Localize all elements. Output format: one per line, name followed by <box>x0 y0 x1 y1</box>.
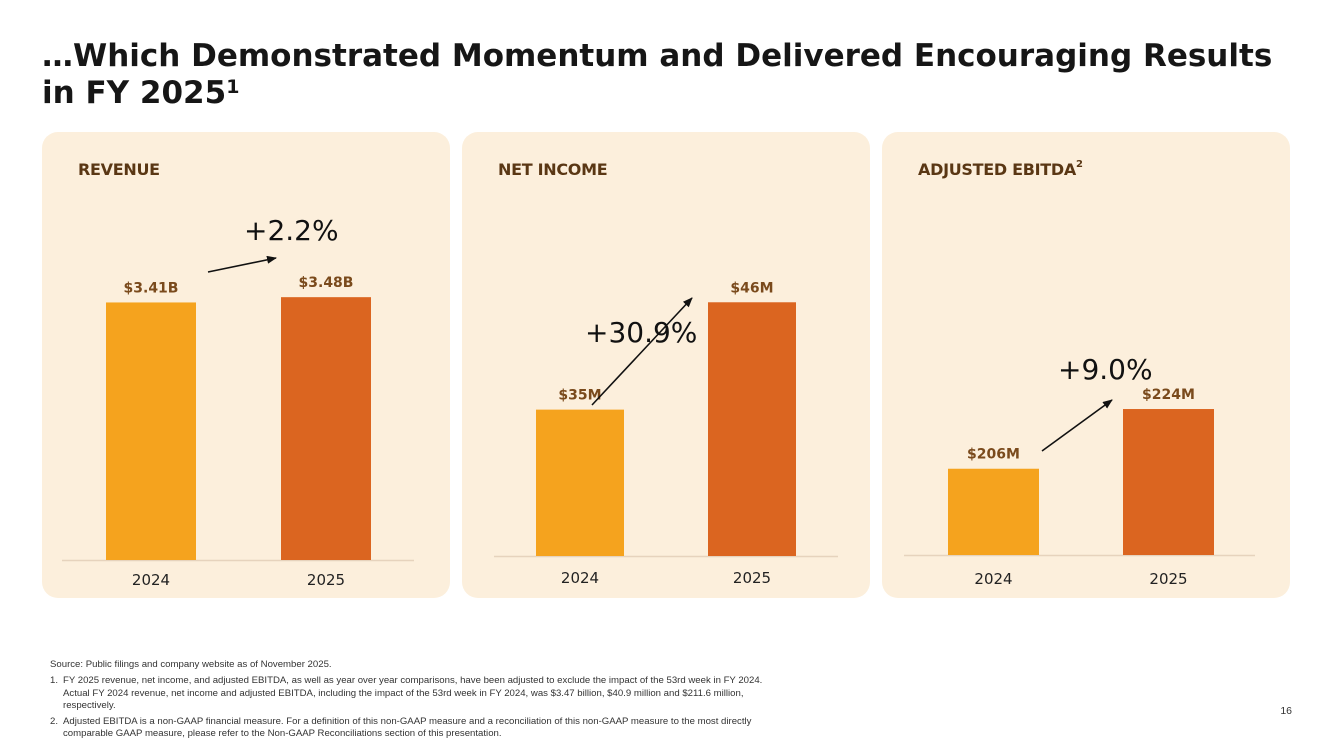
net-income-panel: NET INCOME $35M 2024 $46M 2025 +30.9% <box>462 132 870 598</box>
footnotes: Source: Public filings and company websi… <box>50 659 770 741</box>
footnote-2-number: 2. <box>50 716 59 728</box>
net-income-value-label-2024: $35M <box>558 388 601 404</box>
revenue-change-label: +2.2% <box>244 214 339 247</box>
revenue-value-label-2024: $3.41B <box>124 280 179 296</box>
adjusted-ebitda-panel-title: ADJUSTED EBITDA2 <box>918 158 1083 179</box>
adjusted-ebitda-tick-label-2025: 2025 <box>1149 570 1187 588</box>
revenue-growth-arrow <box>207 255 277 273</box>
net-income-tick-label-2024: 2024 <box>561 569 599 587</box>
footnote-2-text: Adjusted EBITDA is a non-GAAP financial … <box>63 716 752 740</box>
revenue-bar-2024 <box>106 302 196 560</box>
net-income-panel-title: NET INCOME <box>498 160 608 179</box>
net-income-bar-2024 <box>536 409 624 556</box>
adjusted-ebitda-growth-arrow <box>1041 399 1113 452</box>
adjusted-ebitda-bar-chart: $206M 2024 $224M 2025 +9.0% <box>904 353 1255 588</box>
revenue-panel-title: REVENUE <box>78 160 160 179</box>
net-income-change-label: +30.9% <box>585 316 697 349</box>
slide-title-footnote-marker: 1 <box>226 76 240 98</box>
net-income-title-text: NET INCOME <box>498 160 608 179</box>
net-income-bar-chart: $35M 2024 $46M 2025 +30.9% <box>494 280 838 587</box>
net-income-tick-label-2025: 2025 <box>733 569 771 587</box>
adjusted-ebitda-tick-label-2024: 2024 <box>974 570 1012 588</box>
footnote-1-number: 1. <box>50 675 59 687</box>
source-note: Source: Public filings and company websi… <box>50 659 332 670</box>
footnote-1-text: FY 2025 revenue, net income, and adjuste… <box>63 675 763 711</box>
revenue-bar-chart: $3.41B 2024 $3.48B 2025 +2.2% <box>62 214 414 589</box>
adjusted-ebitda-change-label: +9.0% <box>1058 353 1153 386</box>
page-number: 16 <box>1280 705 1292 717</box>
adjusted-ebitda-panel: ADJUSTED EBITDA2 $206M 2024 $224M 2025 +9.0% <box>882 132 1290 598</box>
adjusted-ebitda-title-footnote-marker: 2 <box>1076 158 1083 170</box>
net-income-growth-arrow <box>591 297 693 406</box>
slide-title: …Which Demonstrated Momentum and Deliver… <box>42 38 1302 112</box>
footnote-2: 2. Adjusted EBITDA is a non-GAAP financi… <box>50 716 770 741</box>
adjusted-ebitda-value-label-2024: $206M <box>967 447 1020 463</box>
adjusted-ebitda-bar-2025 <box>1123 409 1214 555</box>
adjusted-ebitda-value-label-2025: $224M <box>1142 387 1195 403</box>
slide-title-text: …Which Demonstrated Momentum and Deliver… <box>42 38 1273 111</box>
revenue-bar-2025 <box>281 297 371 560</box>
net-income-value-label-2025: $46M <box>730 280 773 296</box>
adjusted-ebitda-title-text: ADJUSTED EBITDA <box>918 160 1076 179</box>
adjusted-ebitda-bar-2024 <box>948 468 1039 555</box>
revenue-panel: REVENUE $3.41B 2024 $3.48B 2025 +2.2% <box>42 132 450 598</box>
revenue-tick-label-2024: 2024 <box>132 571 170 589</box>
revenue-title-text: REVENUE <box>78 160 160 179</box>
net-income-bar-2025 <box>708 302 796 556</box>
footnote-1: 1. FY 2025 revenue, net income, and adju… <box>50 675 770 712</box>
revenue-tick-label-2025: 2025 <box>307 571 345 589</box>
revenue-value-label-2025: $3.48B <box>299 275 354 291</box>
